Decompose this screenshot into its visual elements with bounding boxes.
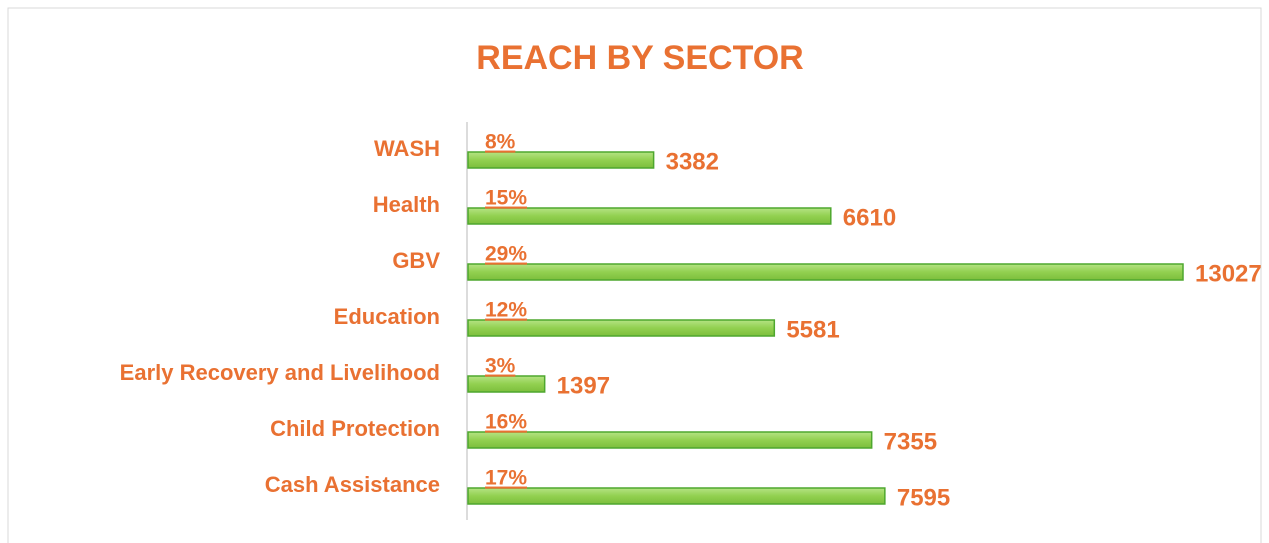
bar	[467, 375, 546, 393]
bar	[467, 151, 655, 169]
value-label: 6610	[843, 204, 896, 231]
category-label: Early Recovery and Livelihood	[120, 360, 440, 385]
category-label: Education	[334, 304, 440, 329]
category-label: WASH	[374, 136, 440, 161]
share-label: 29%	[485, 243, 527, 266]
category-label: Cash Assistance	[265, 472, 440, 497]
bar	[467, 207, 832, 225]
value-label: 7595	[897, 484, 950, 511]
value-label: 13027	[1195, 260, 1262, 287]
value-label: 7355	[884, 428, 937, 455]
share-label: 3%	[485, 355, 516, 378]
share-label: 17%	[485, 467, 527, 490]
value-label: 1397	[557, 372, 610, 399]
chart-title: REACH BY SECTOR	[476, 39, 803, 77]
category-label: GBV	[392, 248, 440, 273]
category-label: Health	[373, 192, 440, 217]
value-label: 3382	[666, 148, 719, 175]
bar	[467, 487, 886, 505]
bar	[467, 431, 873, 449]
share-label: 16%	[485, 411, 527, 434]
share-label: 8%	[485, 131, 516, 154]
bar	[467, 319, 776, 337]
bar	[467, 263, 1184, 281]
category-label: Child Protection	[270, 416, 440, 441]
share-label: 15%	[485, 187, 527, 210]
value-label: 5581	[786, 316, 839, 343]
share-label: 12%	[485, 299, 527, 322]
